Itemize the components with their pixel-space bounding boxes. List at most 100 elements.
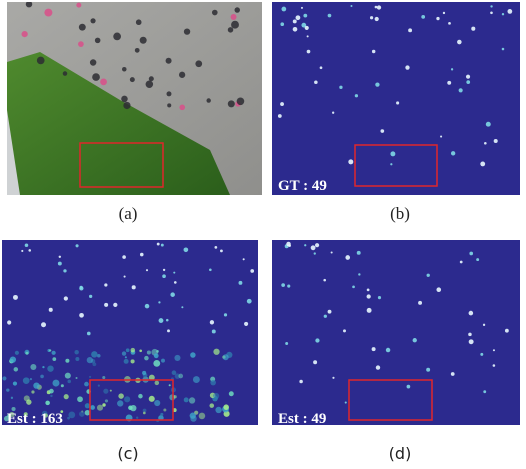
density-dot (358, 273, 360, 275)
density-dot (490, 11, 493, 14)
density-dot (90, 59, 96, 65)
caption: (c) (117, 444, 138, 463)
density-dot (357, 251, 361, 255)
density-dot (132, 285, 136, 289)
density-dot (92, 73, 100, 81)
density-dot (323, 279, 326, 282)
density-dot (104, 303, 108, 307)
density-dot (26, 1, 32, 7)
density-dot (296, 15, 301, 20)
density-dot (466, 80, 470, 84)
density-dot (451, 68, 453, 70)
density-dot (328, 14, 332, 18)
density-dot (427, 274, 430, 277)
density-dot (223, 404, 229, 410)
density-dot (63, 71, 68, 76)
density-dot (64, 394, 69, 399)
density-dot (75, 377, 77, 379)
density-dot (278, 114, 282, 118)
density-dot (21, 250, 23, 252)
density-dot (209, 268, 212, 271)
count-label: Est : 49 (278, 411, 326, 427)
density-dot (331, 251, 333, 253)
density-dot (84, 382, 89, 387)
density-dot (480, 161, 485, 166)
density-dot (15, 351, 19, 355)
density-dot (33, 382, 39, 388)
density-dot (68, 411, 75, 418)
density-dot (480, 353, 483, 356)
density-dot (139, 349, 142, 352)
density-dot (469, 339, 474, 344)
density-dot (199, 413, 206, 420)
density-dot (466, 75, 470, 79)
density-dot (79, 286, 83, 290)
density-dot (494, 139, 498, 143)
density-dot (301, 7, 303, 9)
density-dot (75, 357, 79, 361)
density-dot (210, 320, 214, 324)
density-dot (79, 313, 84, 318)
density-dot (451, 151, 455, 155)
density-dot (190, 415, 196, 421)
density-dot (457, 40, 462, 45)
density-dot (350, 5, 352, 7)
density-dot (505, 329, 509, 333)
density-dot (40, 375, 44, 379)
density-dot (459, 88, 463, 92)
caption: (d) (389, 444, 412, 463)
density-dot (396, 101, 399, 104)
density-dot (372, 347, 376, 351)
density-dot (243, 258, 245, 260)
density-dot (65, 373, 71, 379)
density-dot (493, 349, 495, 351)
density-dot (348, 159, 353, 164)
density-dot (280, 102, 284, 106)
density-dot (220, 249, 223, 252)
density-dot (113, 303, 117, 307)
density-dot (166, 319, 169, 322)
density-dot (305, 26, 309, 30)
density-dot (117, 400, 123, 406)
density-dot (469, 311, 474, 316)
density-dot (507, 9, 512, 14)
density-dot (76, 3, 81, 8)
density-dot (143, 412, 146, 415)
figure: (a) GT : 49 (b) Est : 163 (c) Est : 49 (… (0, 0, 526, 469)
density-dot (163, 408, 166, 411)
count-label: Est : 163 (7, 411, 63, 427)
density-dot (214, 246, 217, 249)
density-dot (61, 384, 64, 387)
density-dot (145, 304, 150, 309)
density-dot (303, 14, 307, 18)
density-dot (100, 78, 107, 85)
density-dot (339, 86, 342, 89)
density-dot (76, 244, 79, 247)
density-dot (102, 403, 105, 406)
density-dot (418, 301, 422, 305)
density-dot (163, 269, 165, 271)
density-dot (184, 397, 189, 402)
density-dot (215, 407, 221, 413)
density-dot (49, 389, 54, 394)
caption: (b) (390, 204, 410, 223)
density-dot (173, 395, 176, 398)
density-dot (78, 41, 84, 47)
density-dot (11, 397, 13, 399)
density-dot (484, 142, 487, 145)
density-dot (189, 397, 195, 403)
density-dot (486, 122, 491, 127)
density-dot (378, 296, 381, 299)
density-dot (206, 98, 210, 102)
density-dot (30, 364, 36, 370)
density-dot (79, 411, 85, 417)
density-dot (89, 295, 92, 298)
density-dot (144, 356, 149, 361)
density-dot (184, 247, 189, 252)
density-dot (376, 365, 380, 369)
density-dot (184, 28, 190, 34)
density-dot (10, 356, 16, 362)
density-dot (307, 35, 309, 37)
density-dot (90, 405, 95, 410)
density-dot (50, 395, 52, 397)
